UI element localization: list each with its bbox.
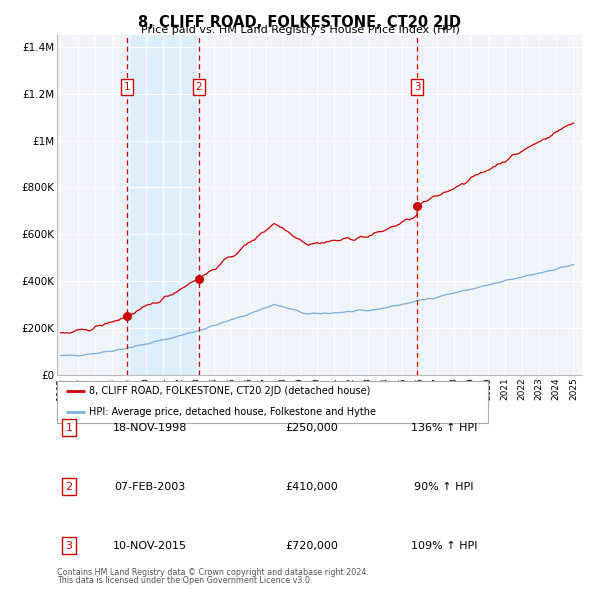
Text: 3: 3 bbox=[414, 82, 421, 92]
Text: 2: 2 bbox=[65, 482, 73, 491]
Bar bbox=[127, 35, 199, 375]
Text: 3: 3 bbox=[65, 541, 73, 550]
Text: 8, CLIFF ROAD, FOLKESTONE, CT20 2JD: 8, CLIFF ROAD, FOLKESTONE, CT20 2JD bbox=[139, 15, 461, 30]
Text: 18-NOV-1998: 18-NOV-1998 bbox=[113, 423, 187, 432]
Text: This data is licensed under the Open Government Licence v3.0.: This data is licensed under the Open Gov… bbox=[57, 576, 313, 585]
Text: 136% ↑ HPI: 136% ↑ HPI bbox=[411, 423, 477, 432]
Text: £720,000: £720,000 bbox=[286, 541, 338, 550]
Text: HPI: Average price, detached house, Folkestone and Hythe: HPI: Average price, detached house, Folk… bbox=[89, 408, 376, 417]
Text: 8, CLIFF ROAD, FOLKESTONE, CT20 2JD (detached house): 8, CLIFF ROAD, FOLKESTONE, CT20 2JD (det… bbox=[89, 386, 371, 396]
Text: 10-NOV-2015: 10-NOV-2015 bbox=[113, 541, 187, 550]
Text: 90% ↑ HPI: 90% ↑ HPI bbox=[414, 482, 474, 491]
Text: £250,000: £250,000 bbox=[286, 423, 338, 432]
Text: 109% ↑ HPI: 109% ↑ HPI bbox=[411, 541, 477, 550]
Text: 1: 1 bbox=[65, 423, 73, 432]
Text: £410,000: £410,000 bbox=[286, 482, 338, 491]
Text: 1: 1 bbox=[124, 82, 130, 92]
Text: 07-FEB-2003: 07-FEB-2003 bbox=[115, 482, 185, 491]
Text: 2: 2 bbox=[196, 82, 202, 92]
Text: Contains HM Land Registry data © Crown copyright and database right 2024.: Contains HM Land Registry data © Crown c… bbox=[57, 568, 369, 577]
Text: Price paid vs. HM Land Registry's House Price Index (HPI): Price paid vs. HM Land Registry's House … bbox=[140, 25, 460, 35]
